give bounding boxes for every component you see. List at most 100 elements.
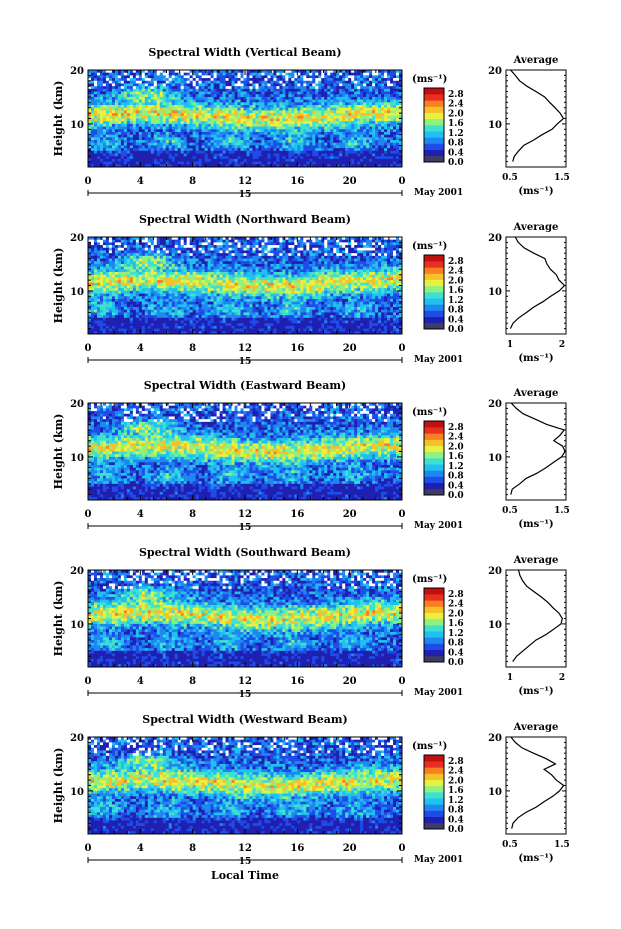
- y-tick-label: 10: [70, 120, 84, 131]
- colorbar-swatch: [424, 637, 444, 644]
- colorbar-swatch: [424, 643, 444, 650]
- colorbar-tick-label: 2.0: [448, 776, 464, 786]
- x-tick-label: 0: [85, 343, 92, 354]
- x-tick-label: 4: [137, 176, 144, 187]
- average-profile-line: [512, 569, 563, 662]
- x-tick-label: 8: [189, 176, 196, 187]
- average-title: Average: [513, 222, 559, 233]
- average-x-tick-label: 1.5: [554, 173, 570, 183]
- average-frame: [505, 402, 567, 501]
- y-tick-label: 20: [70, 66, 84, 77]
- colorbar: [424, 88, 444, 163]
- average-x-label: (ms⁻¹): [518, 853, 553, 864]
- panel-title: Spectral Width (Vertical Beam): [148, 46, 341, 59]
- x-tick-label: 20: [343, 843, 357, 854]
- average-title: Average: [513, 722, 559, 733]
- heatmap-cells: [88, 570, 403, 668]
- average-profile-line: [509, 236, 566, 329]
- colorbar-swatch: [424, 112, 444, 120]
- x-tick-label: 0: [399, 343, 406, 354]
- x-tick-label: 0: [85, 843, 92, 854]
- colorbar-swatch: [424, 761, 444, 768]
- panel-1: Spectral Width (Northward Beam)1020Heigh…: [52, 213, 567, 367]
- colorbar-tick-label: 1.6: [448, 786, 464, 796]
- x-tick-label: 20: [343, 509, 357, 520]
- colorbar-swatch: [424, 106, 444, 113]
- colorbar-swatch: [424, 476, 444, 483]
- colorbar-swatch: [424, 279, 444, 287]
- colorbar-tick-label: 2.0: [448, 109, 464, 119]
- average-y-tick-label: 10: [488, 453, 502, 464]
- average-y-tick-label: 10: [488, 787, 502, 798]
- x-tick-label: 8: [189, 843, 196, 854]
- colorbar-unit: (ms⁻¹): [412, 74, 447, 85]
- average-frame: [505, 69, 567, 168]
- colorbar-tick-label: 1.2: [448, 629, 464, 639]
- colorbar-tick-label: 0.0: [448, 658, 464, 668]
- x-tick-label: 4: [137, 509, 144, 520]
- average-y-tick-label: 20: [488, 399, 502, 410]
- day-label: 15: [239, 857, 252, 867]
- panel-4: Spectral Width (Westward Beam) 10 20 Height…: [52, 713, 570, 867]
- average-frame: [505, 569, 567, 668]
- colorbar-swatch: [424, 292, 444, 299]
- average-x-tick-label: 2: [559, 340, 565, 350]
- colorbar: [424, 755, 444, 830]
- date-label: May 2001: [414, 188, 463, 198]
- y-axis-label: Height (km): [52, 581, 65, 657]
- colorbar-swatch: [424, 625, 444, 632]
- average-y-tick-label: 20: [488, 233, 502, 244]
- y-tick-label: 10: [70, 787, 84, 798]
- colorbar-swatch: [424, 606, 444, 613]
- y-tick-label: 10: [70, 287, 84, 298]
- colorbar-swatch: [424, 649, 444, 657]
- x-tick-label: 16: [290, 343, 304, 354]
- average-title: Average: [513, 55, 559, 66]
- colorbar-tick-label: 2.4: [448, 433, 464, 443]
- colorbar-swatch: [424, 427, 444, 434]
- average-y-tick-label: 20: [488, 566, 502, 577]
- colorbar-swatch: [424, 285, 444, 293]
- colorbar-tick-label: 2.8: [448, 257, 464, 267]
- colorbar-swatch: [424, 155, 444, 163]
- average-frame: [505, 736, 567, 835]
- colorbar-tick-label: 2.8: [448, 90, 464, 100]
- colorbar-tick-label: 0.8: [448, 306, 464, 316]
- colorbar: [424, 421, 444, 496]
- colorbar-frame: [423, 587, 445, 663]
- heatmap-cells: [88, 70, 403, 168]
- y-tick-label: 20: [70, 233, 84, 244]
- panel-title: Spectral Width (Northward Beam): [139, 213, 351, 226]
- colorbar-swatch: [424, 267, 444, 274]
- date-label: May 2001: [414, 521, 463, 531]
- average-x-tick-label: 0.5: [502, 506, 518, 516]
- colorbar-tick-label: 2.4: [448, 267, 464, 277]
- panel-title: Spectral Width (Southward Beam): [139, 546, 351, 559]
- colorbar-frame: [423, 420, 445, 496]
- colorbar-swatch: [424, 125, 444, 132]
- colorbar-swatch: [424, 304, 444, 311]
- x-tick-label: 20: [343, 676, 357, 687]
- average-y-tick-label: 10: [488, 120, 502, 131]
- colorbar-tick-label: 0.0: [448, 325, 464, 335]
- y-axis-label: Height (km): [52, 414, 65, 490]
- colorbar-swatch: [424, 779, 444, 787]
- average-x-tick-label: 0.5: [502, 840, 518, 850]
- colorbar-tick-label: 0.8: [448, 639, 464, 649]
- colorbar-swatch: [424, 631, 444, 638]
- colorbar-swatch: [424, 298, 444, 305]
- colorbar-tick-label: 1.6: [448, 619, 464, 629]
- colorbar-swatch: [424, 88, 444, 95]
- date-label: May 2001: [414, 355, 463, 365]
- colorbar-tick-label: 1.2: [448, 462, 464, 472]
- heatmap-cells: [88, 237, 403, 335]
- colorbar-tick-label: 0.8: [448, 472, 464, 482]
- colorbar-swatch: [424, 755, 444, 762]
- colorbar-swatch: [424, 792, 444, 799]
- colorbar-swatch: [424, 322, 444, 330]
- date-label: May 2001: [414, 688, 463, 698]
- x-tick-label: 12: [238, 676, 252, 687]
- colorbar-swatch: [424, 261, 444, 268]
- colorbar-unit: (ms⁻¹): [412, 407, 447, 418]
- colorbar-swatch: [424, 618, 444, 626]
